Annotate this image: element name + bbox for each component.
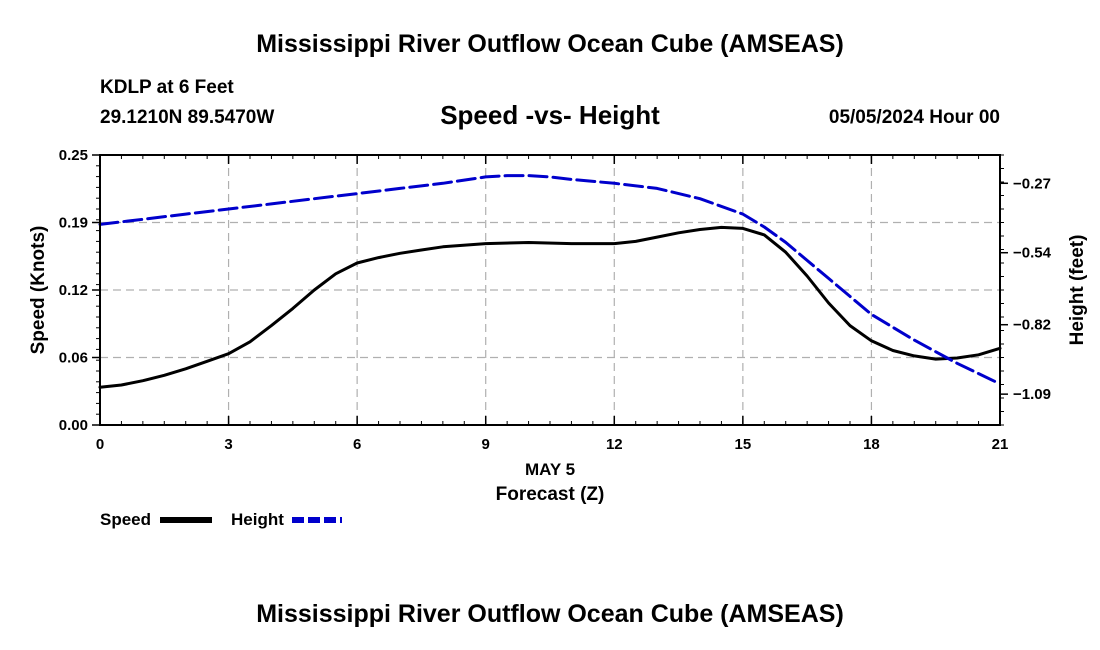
tick-labels: 0 3 6 9 12 15 18 21 0.00 0.06 0.12 0.19 0.25 −0.27 −0.… bbox=[59, 147, 1052, 453]
grid-lines bbox=[100, 155, 1000, 425]
chart-title: Mississippi River Outflow Ocean Cube (AM… bbox=[256, 30, 844, 58]
y-tick-label: 0.19 bbox=[59, 215, 88, 232]
coordinates-label: 29.1210N 89.5470W bbox=[100, 107, 275, 128]
y2-tick-label: −0.82 bbox=[1013, 317, 1051, 334]
y-tick-label: 0.12 bbox=[59, 282, 88, 299]
y2-tick-label: −0.27 bbox=[1013, 175, 1051, 192]
legend-speed-label: Speed bbox=[100, 510, 151, 529]
datetime-label: 05/05/2024 Hour 00 bbox=[828, 107, 1000, 128]
legend-height-label: Height bbox=[231, 510, 284, 529]
x-tick-label: 3 bbox=[224, 436, 232, 453]
y-tick-label: 0.00 bbox=[59, 417, 88, 434]
station-label: KDLP at 6 Feet bbox=[100, 77, 234, 98]
x-tick-label: 21 bbox=[992, 436, 1009, 453]
y2-tick-label: −1.09 bbox=[1013, 386, 1051, 403]
x-tick-label: 18 bbox=[863, 436, 880, 453]
x-sublabel: MAY 5 bbox=[525, 460, 575, 479]
speed-series-line bbox=[98, 225, 1002, 389]
y-tick-label: 0.06 bbox=[59, 350, 88, 367]
legend: Speed Height bbox=[100, 510, 342, 529]
x-tick-label: 15 bbox=[735, 436, 752, 453]
ticks bbox=[92, 154, 1008, 426]
footer-title: Mississippi River Outflow Ocean Cube (AM… bbox=[256, 600, 844, 628]
x-tick-label: 0 bbox=[96, 436, 104, 453]
y-axis-label: Speed (Knots) bbox=[28, 226, 49, 355]
x-tick-label: 9 bbox=[482, 436, 490, 453]
y2-axis-label: Height (feet) bbox=[1067, 235, 1088, 346]
height-series-line bbox=[98, 174, 1002, 386]
x-axis-label: Forecast (Z) bbox=[496, 484, 605, 505]
x-tick-label: 12 bbox=[606, 436, 623, 453]
y-tick-label: 0.25 bbox=[59, 147, 88, 164]
x-tick-label: 6 bbox=[353, 436, 361, 453]
y2-tick-label: −0.54 bbox=[1013, 245, 1052, 262]
chart-subtitle: Speed -vs- Height bbox=[440, 100, 660, 130]
series-group bbox=[98, 174, 1002, 389]
